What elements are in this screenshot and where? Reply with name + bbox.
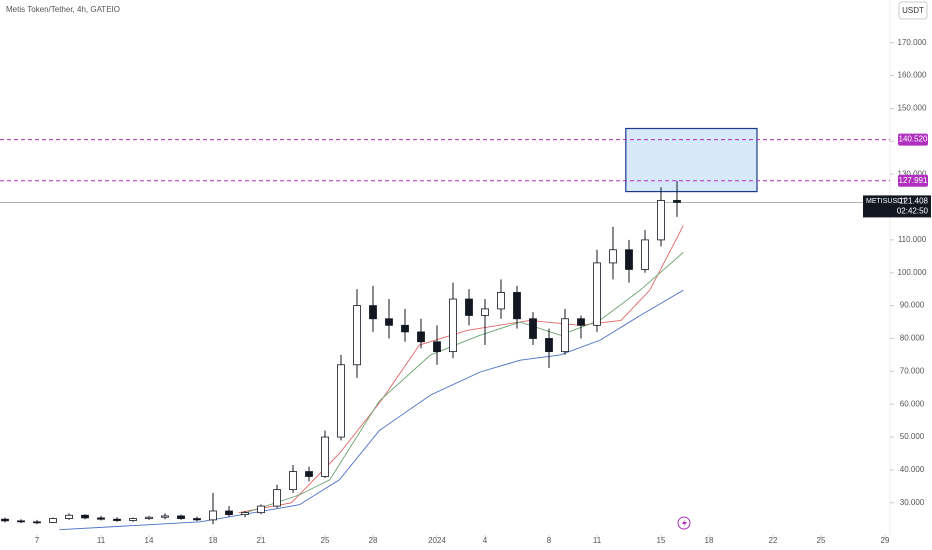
candle-body [161,515,169,518]
x-tick-label: 2024 [428,536,446,545]
y-tick-label: 90.000 [900,301,925,310]
x-tick-label: 15 [657,536,666,545]
candle-body [241,512,249,516]
level-label: 140.520 [899,135,928,144]
y-tick-label: 100.000 [898,268,927,277]
x-tick-label: 4 [483,536,488,545]
candle-body [609,249,617,264]
candle-body [577,318,585,326]
candle-body [353,305,361,366]
x-tick-label: 25 [817,536,826,545]
x-tick-label: 14 [145,536,154,545]
x-tick-label: 25 [321,536,330,545]
y-tick-label: 130.000 [898,169,927,178]
candle-body [1,518,9,522]
candle-body [449,298,457,353]
candle-body [289,471,297,491]
candle-body [225,510,233,516]
chart-title: Metis Token/Tether, 4h, GATEIO [6,5,120,14]
candle-body [593,262,601,326]
candle-body [497,292,505,310]
moving-average [238,225,684,514]
candle-body [369,305,377,320]
candle-body [17,520,25,523]
candle-body [385,318,393,326]
candle-body [529,318,537,339]
candle-body [65,514,73,519]
candle-body [209,510,217,521]
candle-body [401,324,409,333]
y-tick-label: 110.000 [898,235,927,244]
y-tick-label: 70.000 [900,366,925,375]
y-tick-label: 60.000 [900,399,925,408]
x-tick-label: 18 [705,536,714,545]
candle-body [481,308,489,316]
candle-body [49,518,57,523]
candle-body [193,518,201,521]
x-tick-label: 8 [547,536,552,545]
x-tick-label: 28 [369,536,378,545]
x-tick-label: 18 [209,536,218,545]
x-tick-label: 21 [257,536,266,545]
x-tick-label: 11 [593,536,602,545]
candle-body [81,514,89,519]
y-tick-label: 40.000 [900,465,925,474]
candle-body [625,249,633,270]
last-price-label: 121.408 [899,197,928,206]
candle-body [145,516,153,519]
candle-body [177,515,185,519]
countdown-label: 02:42:50 [897,207,929,216]
y-tick-label: 150.000 [898,104,927,113]
candle-body [257,505,265,514]
x-tick-label: 22 [769,536,778,545]
level-badge [898,133,928,146]
candle-body [641,239,649,270]
level-label: 127.991 [899,176,928,185]
candle-body [273,489,281,507]
candle-body [657,200,665,241]
candle-body [129,518,137,521]
candle-body [465,298,473,316]
currency-button[interactable] [898,1,928,20]
lightning [682,519,687,528]
candle-body [97,517,105,520]
symbol-label: METISUSDT [866,198,907,205]
candle-body [513,292,521,320]
candle-body [305,471,313,477]
y-tick-label: 30.000 [900,498,925,507]
x-tick-label: 7 [35,536,40,545]
candle-body [417,331,425,343]
y-tick-label: 170.000 [898,38,927,47]
y-tick-label: 80.000 [900,334,925,343]
candle-body [673,200,681,203]
level-badge [898,174,928,187]
x-tick-label: 11 [97,536,106,545]
moving-average [240,252,684,516]
candle-body [113,518,121,521]
candle-body [545,338,553,353]
candle-body [321,436,329,477]
candle-body [337,364,345,438]
candle-body [33,521,41,524]
zone [625,127,758,193]
candle-body [561,318,569,353]
last-price-badge [863,195,931,218]
y-tick-label: 160.000 [898,71,927,80]
x-tick-label: 29 [881,536,890,545]
currency[interactable]: USDT [902,6,924,15]
moving-average [59,289,684,531]
candle-body [433,341,441,353]
y-tick-label: 50.000 [900,432,925,441]
